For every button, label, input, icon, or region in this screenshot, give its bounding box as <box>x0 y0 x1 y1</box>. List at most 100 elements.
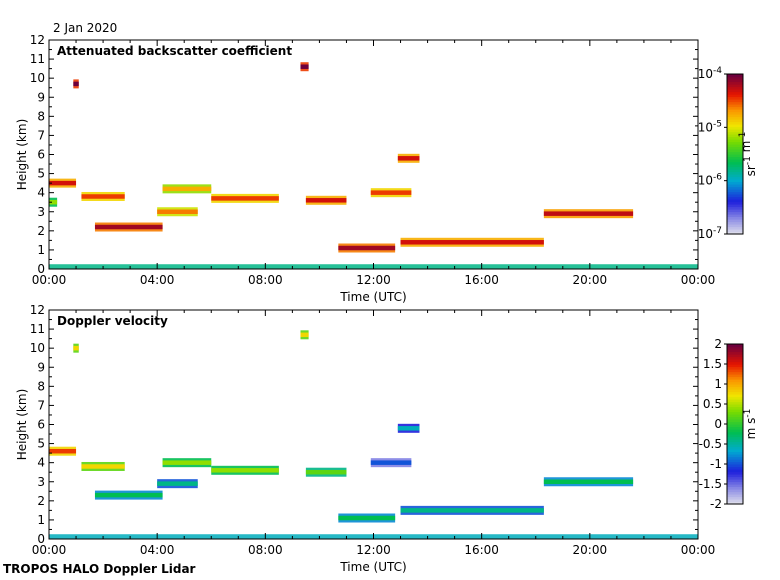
colorbar-cell <box>727 404 743 408</box>
colorbar-cell <box>727 206 743 210</box>
colorbar-cell <box>727 376 743 380</box>
panel-title: Doppler velocity <box>57 314 168 328</box>
y-tick-label: 1 <box>37 513 45 527</box>
data-feature <box>162 186 212 192</box>
colorbar-cell <box>727 356 743 360</box>
data-feature <box>300 332 309 338</box>
colorbar-cell <box>727 431 743 435</box>
colorbar-cell <box>727 189 743 193</box>
colorbar-cell <box>727 434 743 438</box>
y-tick-label: 3 <box>37 475 45 489</box>
colorbar-cell <box>727 101 743 105</box>
y-tick-label: 4 <box>37 456 45 470</box>
data-feature <box>81 194 125 199</box>
data-feature <box>338 245 396 251</box>
colorbar-tick-label: 2 <box>714 337 722 351</box>
colorbar-cell <box>727 139 743 143</box>
colorbar-cell <box>727 229 743 233</box>
y-tick-label: 6 <box>37 418 45 432</box>
colorbar-cell <box>727 379 743 383</box>
colorbar-cell <box>727 346 743 350</box>
colorbar-cell <box>727 179 743 183</box>
colorbar-cell <box>727 121 743 125</box>
y-tick-label: 10 <box>30 341 45 355</box>
x-tick-label: 16:00 <box>464 543 499 557</box>
colorbar-cell <box>727 426 743 430</box>
colorbar-cell <box>727 401 743 405</box>
colorbar-cell <box>727 466 743 470</box>
y-tick-label: 11 <box>30 52 45 66</box>
panel-title: Attenuated backscatter coefficient <box>57 44 292 58</box>
x-axis-label: Time (UTC) <box>339 290 406 304</box>
data-feature <box>370 190 412 195</box>
y-tick-label: 11 <box>30 322 45 336</box>
y-axis-label: Height (km) <box>15 119 29 190</box>
colorbar-cell <box>727 156 743 160</box>
data-feature <box>94 492 163 498</box>
colorbar-cell <box>727 419 743 423</box>
colorbar-cell <box>727 171 743 175</box>
colorbar-cell <box>727 226 743 230</box>
colorbar-cell <box>727 94 743 98</box>
data-feature <box>338 515 396 521</box>
y-tick-label: 0 <box>37 262 45 276</box>
colorbar-tick-label: -1 <box>710 457 722 471</box>
colorbar-cell <box>727 224 743 228</box>
colorbar-cell <box>727 439 743 443</box>
y-tick-label: 2 <box>37 224 45 238</box>
colorbar-cell <box>727 104 743 108</box>
colorbar-cell <box>727 86 743 90</box>
data-feature <box>49 180 77 186</box>
data-feature <box>73 81 79 87</box>
colorbar-cell <box>727 161 743 165</box>
y-tick-label: 12 <box>30 303 45 317</box>
colorbar-cell <box>727 344 743 348</box>
colorbar-cell <box>727 129 743 133</box>
colorbar-cell <box>727 424 743 428</box>
colorbar-cell <box>727 219 743 223</box>
colorbar-cell <box>727 354 743 358</box>
colorbar-cell <box>727 111 743 115</box>
y-tick-label: 0 <box>37 532 45 546</box>
colorbar-tick-label: 10-6 <box>698 173 723 188</box>
colorbar-cell <box>727 96 743 100</box>
colorbar-cell <box>727 444 743 448</box>
colorbar-cell <box>727 374 743 378</box>
y-tick-label: 8 <box>37 109 45 123</box>
colorbar-cell <box>727 454 743 458</box>
colorbar-cell <box>727 149 743 153</box>
data-feature <box>397 426 420 431</box>
x-tick-label: 04:00 <box>140 273 175 287</box>
y-tick-label: 6 <box>37 148 45 162</box>
data-feature <box>300 64 309 69</box>
colorbar-cell <box>727 124 743 128</box>
colorbar-cell <box>727 99 743 103</box>
y-tick-label: 7 <box>37 128 45 142</box>
colorbar-cell <box>727 81 743 85</box>
x-tick-label: 08:00 <box>248 543 283 557</box>
colorbar-cell <box>727 361 743 365</box>
x-tick-label: 12:00 <box>356 543 391 557</box>
colorbar-cell <box>727 349 743 353</box>
colorbar-tick-label: 10-7 <box>698 226 722 241</box>
colorbar-cell <box>727 436 743 440</box>
colorbar-cell <box>727 461 743 465</box>
data-feature <box>305 198 347 203</box>
colorbar-cell <box>727 154 743 158</box>
x-tick-label: 20:00 <box>573 273 608 287</box>
colorbar-cell <box>727 79 743 83</box>
colorbar-tick-label: 1.5 <box>703 357 722 371</box>
data-feature <box>400 240 544 245</box>
colorbar-cell <box>727 214 743 218</box>
plot-area <box>49 310 698 539</box>
colorbar-cell <box>727 89 743 93</box>
colorbar-cell <box>727 164 743 168</box>
colorbar-cell <box>727 106 743 110</box>
colorbar-cell <box>727 181 743 185</box>
colorbar-cell <box>727 169 743 173</box>
colorbar-cell <box>727 114 743 118</box>
colorbar-cell <box>727 231 743 235</box>
data-feature <box>211 196 279 201</box>
colorbar-cell <box>727 351 743 355</box>
colorbar-cell <box>727 216 743 220</box>
